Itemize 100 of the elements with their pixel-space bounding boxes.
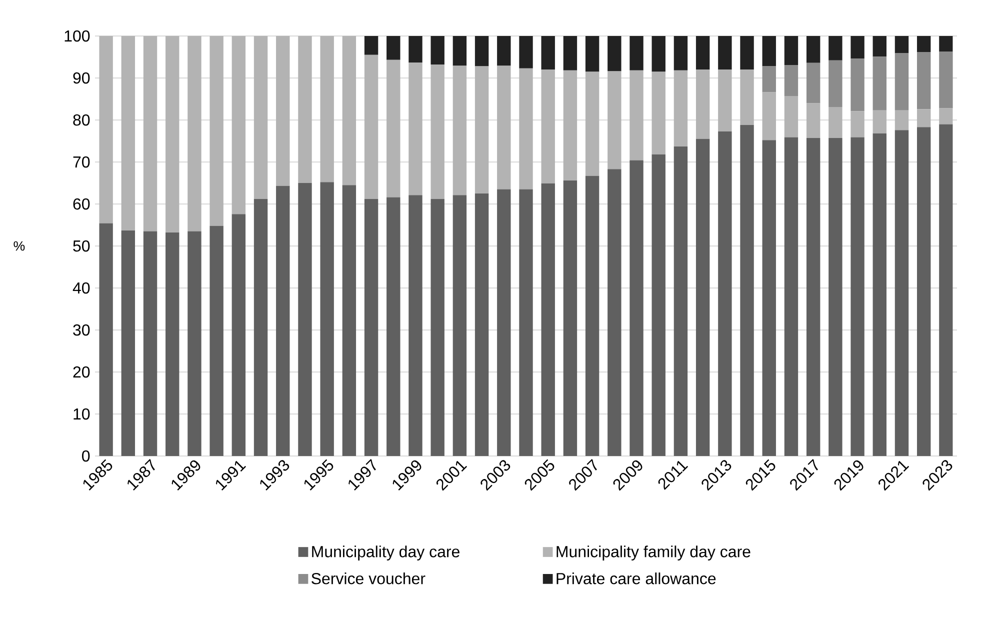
bar xyxy=(254,198,268,456)
bar xyxy=(828,60,842,107)
bar xyxy=(298,182,312,456)
bar xyxy=(696,70,710,139)
bar xyxy=(210,36,224,226)
bar xyxy=(563,180,578,456)
bar xyxy=(652,72,666,154)
bar xyxy=(872,36,886,57)
bar xyxy=(762,140,776,456)
bar xyxy=(364,54,378,199)
y-tick-label: 30 xyxy=(73,324,90,336)
y-tick-label: 60 xyxy=(73,198,90,210)
bar xyxy=(408,62,422,196)
bar xyxy=(939,52,953,108)
bar xyxy=(99,223,113,456)
bar xyxy=(474,193,489,456)
bar xyxy=(585,176,600,456)
y-tick-label: 80 xyxy=(73,114,90,126)
bar xyxy=(342,185,356,456)
bar xyxy=(806,36,820,63)
bar xyxy=(342,36,356,186)
bar xyxy=(497,66,511,190)
y-tick-label: 100 xyxy=(64,30,90,42)
bar xyxy=(563,70,578,180)
bar xyxy=(696,36,710,70)
bar xyxy=(674,146,688,456)
bar xyxy=(452,36,467,66)
bar xyxy=(608,169,622,456)
bar xyxy=(828,106,842,138)
bar xyxy=(232,214,246,456)
bar xyxy=(585,72,600,176)
bar xyxy=(872,56,886,110)
bar xyxy=(806,62,820,104)
bar xyxy=(894,53,909,110)
bar xyxy=(585,36,600,72)
bar xyxy=(386,60,400,198)
bar xyxy=(166,36,180,233)
bar xyxy=(430,64,444,199)
bar xyxy=(828,36,842,60)
bar xyxy=(386,197,400,456)
bar xyxy=(674,36,688,70)
bar xyxy=(541,36,555,70)
bar xyxy=(188,231,202,456)
bar xyxy=(939,124,953,456)
bar xyxy=(364,36,378,55)
bar xyxy=(784,64,798,96)
bar xyxy=(916,127,931,456)
bar xyxy=(939,36,953,52)
legend-label: Municipality family day care xyxy=(556,546,750,561)
legend-label: Service voucher xyxy=(312,572,426,584)
bar xyxy=(894,110,909,130)
bar xyxy=(563,36,578,70)
y-tick-label: 50 xyxy=(73,240,90,252)
bar xyxy=(872,133,886,456)
bar xyxy=(718,70,732,132)
bar xyxy=(630,70,644,160)
bar xyxy=(850,36,864,59)
bar xyxy=(386,36,400,60)
bar xyxy=(652,154,666,456)
bar xyxy=(519,68,533,190)
bar xyxy=(850,58,864,112)
bar xyxy=(121,36,136,230)
bar xyxy=(784,137,798,456)
bar xyxy=(497,36,511,66)
y-tick-label: 70 xyxy=(73,156,90,168)
bar xyxy=(916,52,931,110)
bar xyxy=(894,130,909,456)
bar xyxy=(408,195,422,456)
bar xyxy=(608,36,622,72)
bar xyxy=(806,103,820,138)
bar xyxy=(916,36,931,52)
bar xyxy=(696,138,710,456)
bar xyxy=(121,230,136,456)
bar xyxy=(630,36,644,70)
bar xyxy=(188,36,202,232)
bar xyxy=(674,70,688,146)
bar xyxy=(99,36,113,224)
bar xyxy=(784,36,798,65)
y-tick-label: 40 xyxy=(72,282,90,294)
bar xyxy=(939,108,953,124)
bar xyxy=(474,66,489,194)
y-tick-label: 90 xyxy=(73,72,90,84)
bar xyxy=(320,182,334,456)
bar xyxy=(541,183,555,456)
bar xyxy=(652,36,666,72)
bar xyxy=(210,226,224,456)
bar xyxy=(806,138,820,456)
bar xyxy=(762,66,776,92)
bar xyxy=(762,92,776,140)
y-tick-label: 20 xyxy=(73,366,90,378)
legend-label: Private care allowance xyxy=(556,572,716,584)
bar xyxy=(320,36,334,182)
bar xyxy=(364,198,378,456)
bar xyxy=(916,109,931,128)
bar xyxy=(166,232,180,456)
bar xyxy=(452,195,467,456)
bar xyxy=(474,36,489,66)
bar xyxy=(276,36,290,186)
bar xyxy=(762,36,776,66)
y-tick-label: 10 xyxy=(74,408,90,420)
